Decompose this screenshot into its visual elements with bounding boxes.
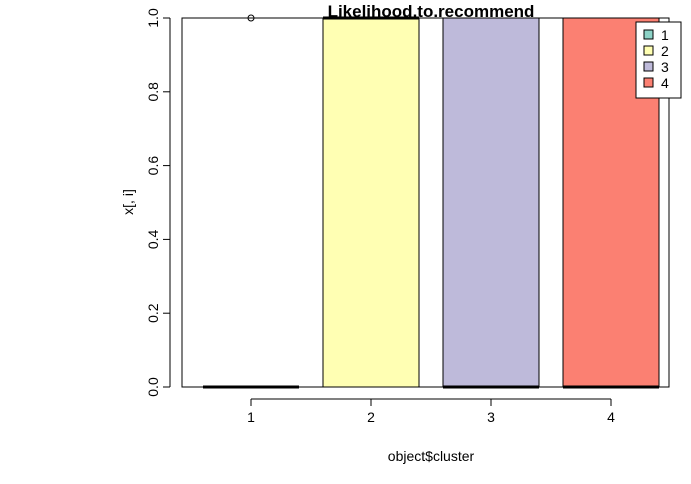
box-2: [322, 17, 420, 388]
x-axis: 1 2 3 4: [247, 398, 615, 425]
box-group-3: [442, 17, 540, 389]
x-tick-label-2: 2: [367, 409, 375, 425]
chart-title: Likelihood.to.recommend: [328, 2, 535, 21]
legend-box: [635, 21, 682, 99]
y-axis-title: x[, i]: [120, 189, 136, 215]
legend-label-2: 2: [661, 43, 669, 59]
legend-swatch-1: [643, 29, 654, 40]
x-tick-label-1: 1: [247, 409, 255, 425]
y-axis: 0.0 0.2 0.4 0.6 0.8 1.0: [145, 8, 171, 397]
legend-label-3: 3: [661, 59, 669, 75]
plot-frame: [181, 17, 670, 388]
legend-swatch-2: [643, 45, 654, 56]
x-axis-title: object$cluster: [388, 448, 475, 464]
y-tick-label-3: 0.6: [145, 156, 161, 176]
legend-swatch-3: [643, 61, 654, 72]
box-3: [442, 17, 540, 388]
x-tick-label-4: 4: [607, 409, 615, 425]
y-tick-label-4: 0.8: [145, 82, 161, 102]
y-tick-label-1: 0.2: [145, 303, 161, 323]
y-tick-label-2: 0.4: [145, 229, 161, 249]
y-tick-label-5: 1.0: [145, 8, 161, 28]
legend-label-4: 4: [661, 75, 669, 91]
legend-label-1: 1: [661, 27, 669, 43]
x-tick-label-3: 3: [487, 409, 495, 425]
box-group-2: [322, 16, 420, 388]
y-tick-label-0: 0.0: [145, 377, 161, 397]
legend-swatch-4: [643, 77, 654, 88]
